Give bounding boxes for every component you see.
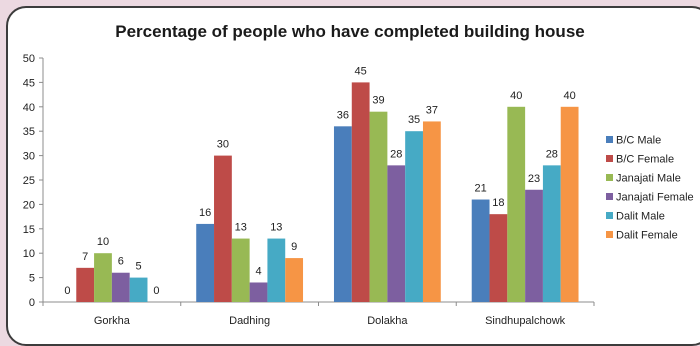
legend-label: Dalit Male: [616, 211, 665, 223]
y-tick-label: 40: [23, 102, 35, 114]
data-label: 40: [564, 90, 576, 102]
y-tick-label: 45: [23, 77, 35, 89]
data-label: 45: [355, 65, 367, 77]
data-label: 13: [235, 222, 247, 234]
bar: [129, 277, 148, 302]
data-label: 21: [475, 183, 487, 195]
bar: [196, 223, 215, 302]
bar: [285, 258, 304, 302]
y-tick-label: 35: [23, 126, 35, 138]
bar: [267, 238, 286, 302]
data-label: 28: [390, 148, 402, 160]
bar: [351, 82, 370, 303]
y-tick-label: 50: [23, 53, 35, 65]
x-tick-label: Dolakha: [367, 315, 408, 327]
bar: [542, 165, 561, 302]
bar: [111, 272, 130, 302]
y-tick-label: 25: [23, 175, 35, 187]
data-label: 18: [492, 197, 504, 209]
data-label: 39: [372, 95, 384, 107]
chart-title: Percentage of people who have completed …: [115, 22, 585, 41]
data-label: 4: [255, 265, 261, 277]
bar: [249, 282, 268, 302]
legend-swatch: [606, 155, 613, 162]
legend-swatch: [606, 193, 613, 200]
bar: [489, 214, 508, 302]
bar: [231, 238, 250, 302]
legend-swatch: [606, 174, 613, 181]
bar: [76, 267, 95, 302]
data-label: 5: [136, 261, 142, 273]
data-label: 16: [199, 207, 211, 219]
data-label: 23: [528, 173, 540, 185]
y-tick-label: 0: [29, 297, 35, 309]
bar: [387, 165, 406, 302]
bar: [94, 253, 112, 302]
y-tick-label: 30: [23, 151, 35, 163]
legend-label: Janajati Male: [616, 173, 681, 185]
data-label: 9: [291, 241, 297, 253]
data-label: 36: [337, 109, 349, 121]
legend-swatch: [606, 136, 613, 143]
bar: [214, 155, 232, 302]
data-label: 35: [408, 114, 420, 126]
data-label: 40: [510, 90, 522, 102]
bar: [333, 126, 352, 302]
data-label: 6: [118, 256, 124, 268]
legend-label: Dalit Female: [616, 230, 678, 242]
data-label: 7: [82, 251, 88, 263]
legend-label: B/C Female: [616, 154, 674, 166]
bar: [525, 189, 543, 302]
legend-swatch: [606, 231, 613, 238]
data-label: 10: [97, 236, 109, 248]
bar: [560, 106, 579, 302]
y-tick-label: 20: [23, 199, 35, 211]
legend-swatch: [606, 212, 613, 219]
data-label: 37: [426, 104, 438, 116]
data-label: 28: [546, 148, 558, 160]
x-tick-label: Gorkha: [94, 315, 131, 327]
bar: [471, 199, 490, 302]
data-label: 30: [217, 139, 229, 151]
x-tick-label: Sindhupalchowk: [485, 315, 566, 327]
bar: [422, 121, 441, 302]
y-tick-label: 15: [23, 224, 35, 236]
legend-label: Janajati Female: [616, 192, 694, 204]
data-label: 13: [270, 222, 282, 234]
bar: [507, 106, 526, 302]
bar: [405, 131, 423, 302]
data-label: 0: [64, 285, 70, 297]
legend-label: B/C Male: [616, 135, 661, 147]
bar: [369, 111, 388, 303]
y-tick-label: 5: [29, 273, 35, 285]
data-label: 0: [153, 285, 159, 297]
x-tick-label: Dadhing: [229, 315, 270, 327]
y-tick-label: 10: [23, 248, 35, 260]
